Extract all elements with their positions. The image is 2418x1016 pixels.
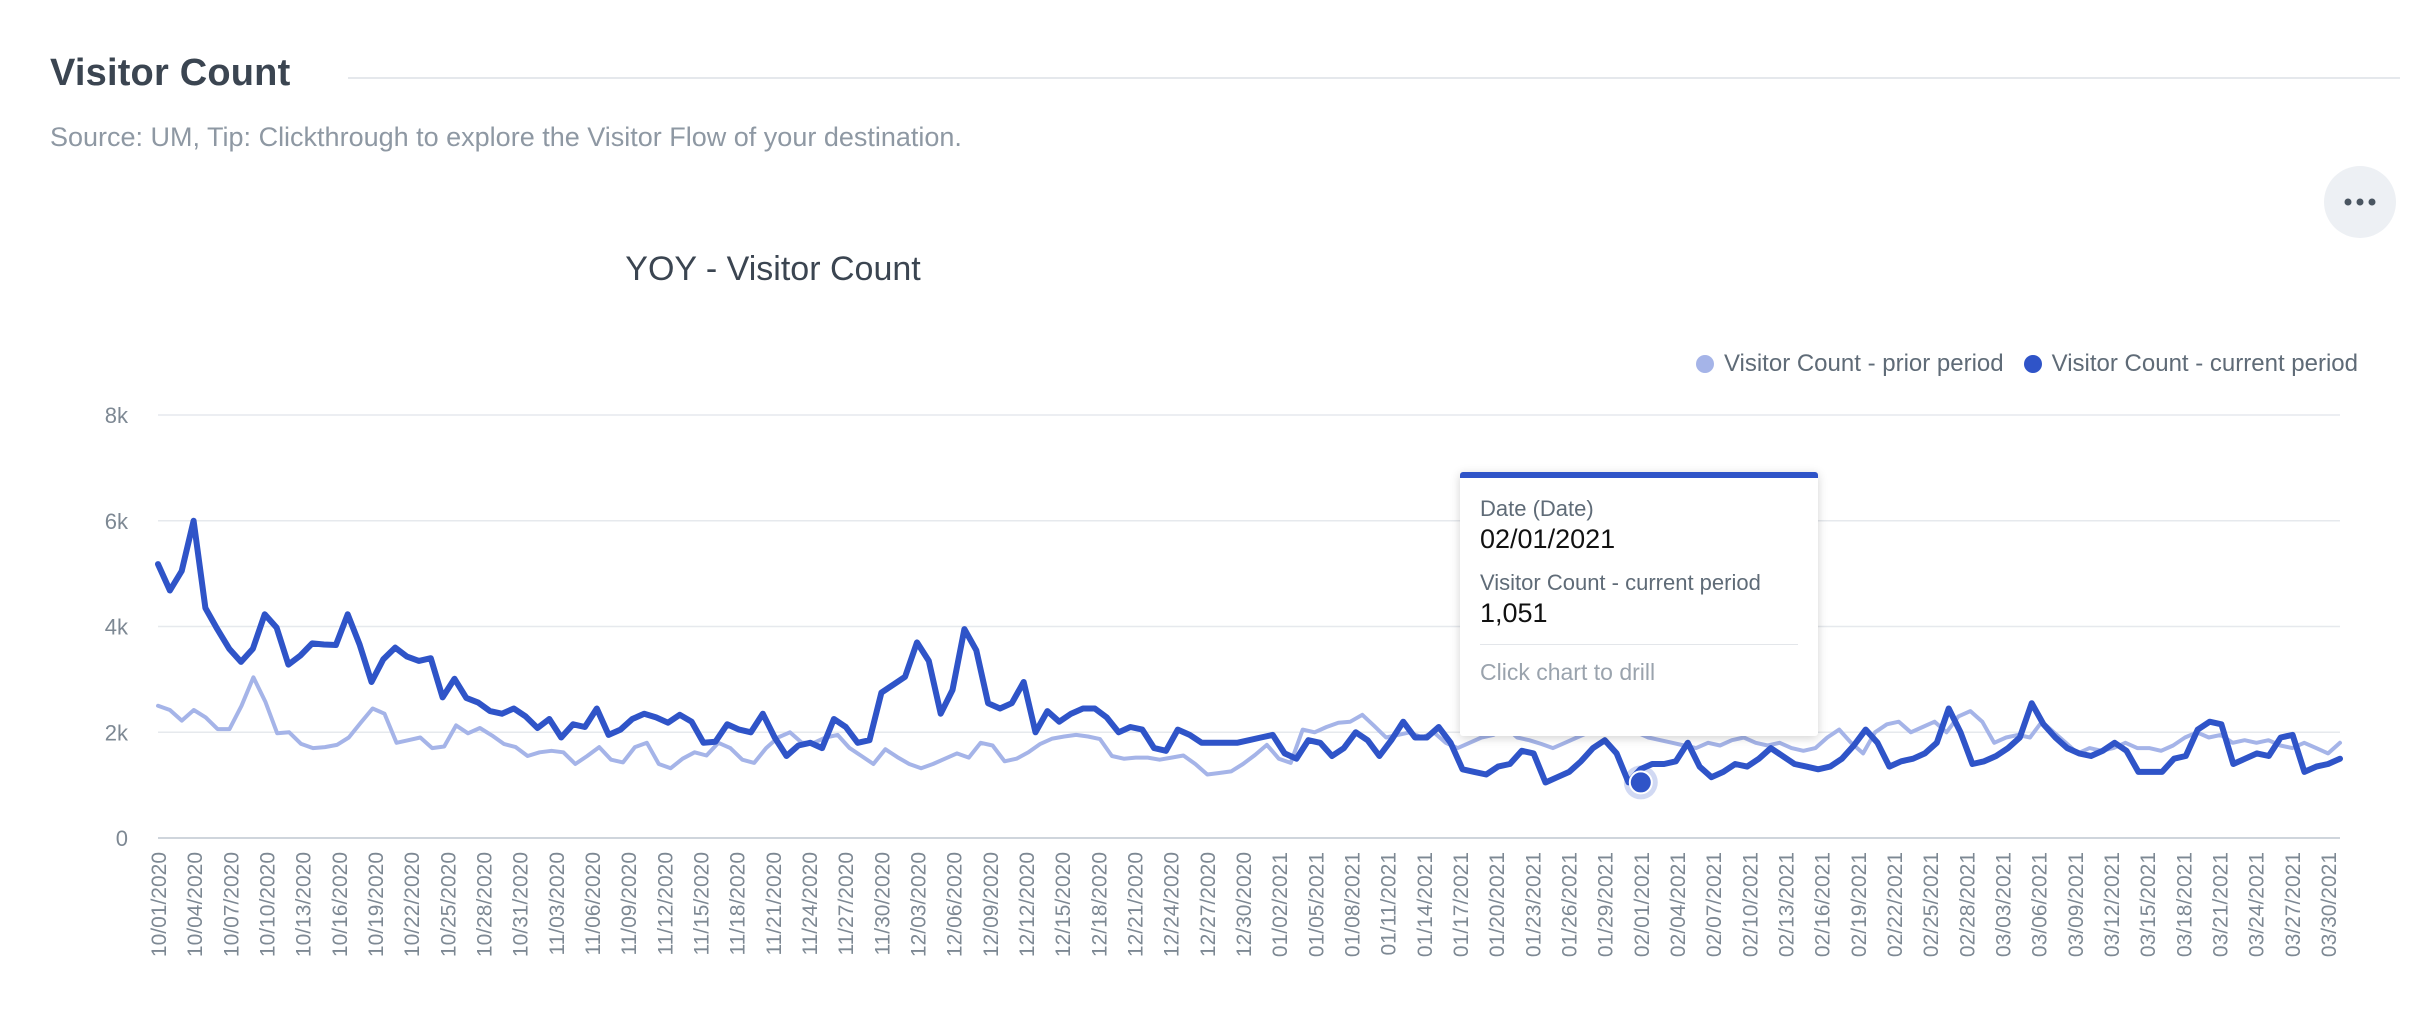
y-axis-labels: 0 2k 4k 6k 8k [105, 403, 129, 851]
series-layer [155, 517, 2343, 786]
x-tick-label: 01/20/2021 [1486, 852, 1509, 957]
x-tick-label: 03/30/2021 [2318, 852, 2341, 957]
x-tick-label: 10/31/2020 [510, 852, 533, 957]
x-tick-label: 12/12/2020 [1016, 852, 1039, 957]
x-tick-label: 03/27/2021 [2282, 852, 2305, 957]
more-options-button[interactable] [2324, 166, 2396, 238]
x-axis-labels: 10/01/2020 10/04/2020 10/07/2020 10/10/2020… [148, 852, 2341, 957]
x-tick-label: 03/06/2021 [2029, 852, 2052, 957]
widget-subtitle: Source: UM, Tip: Clickthrough to explore… [50, 122, 962, 152]
x-tick-label: 12/27/2020 [1197, 852, 1220, 957]
tooltip-divider [1480, 644, 1798, 645]
x-tick-label: 02/16/2021 [1812, 852, 1835, 957]
x-tick-label: 10/19/2020 [365, 852, 388, 957]
x-tick-label: 01/26/2021 [1558, 852, 1581, 957]
x-tick-label: 10/22/2020 [401, 852, 424, 957]
x-tick-label: 11/18/2020 [727, 852, 750, 956]
legend-label-prior: Visitor Count - prior period [1723, 350, 2004, 377]
y-tick-label: 0 [116, 826, 128, 851]
y-tick-label: 6k [105, 509, 129, 534]
y-tick-label: 8k [105, 403, 129, 428]
x-tick-label: 10/07/2020 [220, 852, 243, 957]
x-tick-label: 01/02/2021 [1269, 852, 1292, 957]
x-tick-label: 10/16/2020 [329, 852, 352, 957]
x-tick-label: 11/15/2020 [690, 852, 713, 956]
x-tick-label: 01/11/2021 [1378, 852, 1401, 956]
legend-dot-prior [1695, 355, 1714, 373]
x-tick-label: 12/30/2020 [1233, 852, 1256, 957]
legend-item-prior[interactable]: Visitor Count - prior period [1695, 350, 2004, 378]
tooltip-metric-label: Visitor Count - current period [1480, 570, 1761, 595]
x-tick-label: 11/06/2020 [582, 852, 605, 956]
x-tick-label: 01/08/2021 [1341, 852, 1364, 957]
x-tick-label: 11/12/2020 [654, 852, 677, 956]
x-tick-label: 10/13/2020 [293, 852, 316, 957]
series-line-prior[interactable] [156, 675, 2342, 777]
x-tick-label: 11/24/2020 [799, 852, 822, 956]
series-line-current[interactable] [155, 517, 2343, 786]
x-tick-label: 01/23/2021 [1522, 852, 1545, 957]
x-tick-label: 02/13/2021 [1775, 852, 1798, 957]
x-tick-label: 01/17/2021 [1450, 852, 1473, 957]
more-horizontal-icon [2344, 198, 2376, 206]
x-tick-label: 10/10/2020 [256, 852, 279, 957]
x-tick-label: 02/10/2021 [1739, 852, 1762, 957]
x-tick-label: 01/14/2021 [1414, 852, 1437, 957]
tooltip-metric-value: 1,051 [1480, 598, 1548, 628]
header-divider [348, 77, 2400, 79]
x-tick-label: 02/28/2021 [1956, 852, 1979, 957]
x-tick-label: 11/21/2020 [763, 852, 786, 956]
x-tick-label: 12/18/2020 [1088, 852, 1111, 957]
y-tick-label: 4k [105, 615, 129, 640]
x-tick-label: 03/09/2021 [2065, 852, 2088, 957]
x-tick-label: 10/28/2020 [473, 852, 496, 957]
x-tick-label: 11/30/2020 [871, 852, 894, 956]
x-tick-label: 11/27/2020 [835, 852, 858, 956]
x-tick-label: 03/03/2021 [1992, 852, 2015, 957]
widget-title: Visitor Count [50, 52, 291, 94]
x-tick-label: 12/03/2020 [907, 852, 930, 957]
x-tick-label: 10/04/2020 [184, 852, 207, 957]
chart-tooltip: Date (Date) 02/01/2021 Visitor Count - c… [1460, 472, 1818, 736]
x-tick-label: 12/24/2020 [1161, 852, 1184, 957]
grid-layer [158, 414, 2340, 839]
x-tick-label: 03/21/2021 [2209, 852, 2232, 957]
x-tick-label: 02/25/2021 [1920, 852, 1943, 957]
legend-item-current[interactable]: Visitor Count - current period [2023, 350, 2358, 378]
x-tick-label: 12/06/2020 [944, 852, 967, 957]
x-tick-label: 12/15/2020 [1052, 852, 1075, 957]
x-tick-label: 02/22/2021 [1884, 852, 1907, 957]
x-tick-label: 11/03/2020 [546, 852, 569, 956]
highlight-point[interactable] [1628, 770, 1653, 795]
x-tick-label: 02/01/2021 [1631, 852, 1654, 957]
x-tick-label: 03/15/2021 [2137, 852, 2160, 957]
x-tick-label: 10/01/2020 [148, 852, 171, 957]
legend-label-current: Visitor Count - current period [2051, 350, 2358, 377]
x-tick-label: 02/07/2021 [1703, 852, 1726, 957]
x-tick-label: 01/29/2021 [1595, 852, 1618, 957]
x-tick-label: 03/12/2021 [2101, 852, 2124, 957]
tooltip-date-label: Date (Date) [1480, 496, 1594, 521]
chart-legend: Visitor Count - prior period Visitor Cou… [1676, 350, 2358, 378]
x-tick-label: 02/04/2021 [1667, 852, 1690, 957]
y-tick-label: 2k [105, 720, 129, 745]
x-tick-label: 03/18/2021 [2173, 852, 2196, 957]
chart-title-text: YOY - Visitor Count [625, 250, 921, 288]
widget-header: Visitor Count [50, 52, 2400, 112]
highlight-layer [1623, 765, 1658, 800]
tooltip-date-value: 02/01/2021 [1480, 524, 1616, 554]
x-tick-label: 12/21/2020 [1124, 852, 1147, 957]
chart-title: YOY - Visitor Count [0, 250, 2418, 289]
x-tick-label: 11/09/2020 [618, 852, 641, 956]
x-tick-label: 01/05/2021 [1305, 852, 1328, 957]
x-tick-label: 02/19/2021 [1848, 852, 1871, 957]
legend-dot-current [2023, 355, 2042, 373]
tooltip-hint: Click chart to drill [1480, 659, 1656, 685]
x-tick-label: 03/24/2021 [2246, 852, 2269, 957]
x-tick-label: 10/25/2020 [437, 852, 460, 957]
x-tick-label: 12/09/2020 [980, 852, 1003, 957]
